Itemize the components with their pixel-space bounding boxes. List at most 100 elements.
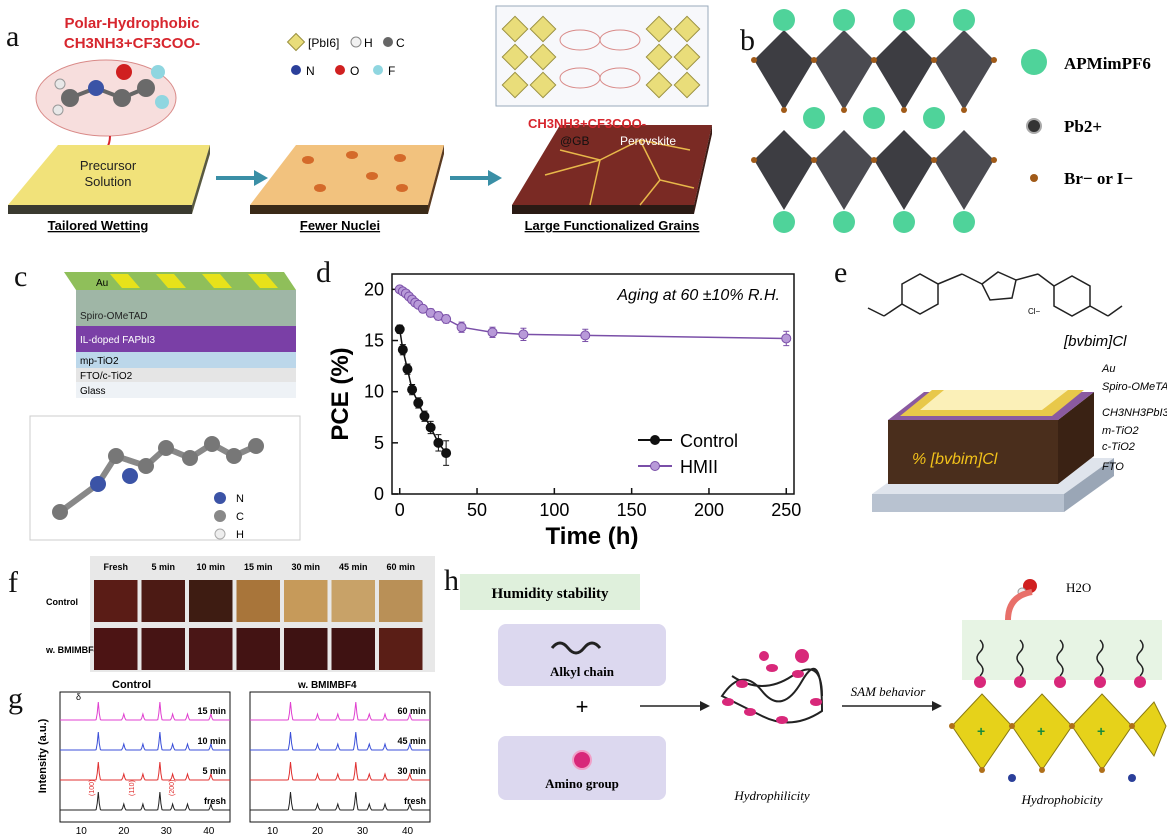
svg-text:+: + [1097, 723, 1105, 739]
degradation-photo-grid: Fresh 5 min 10 min 15 min 30 min 45 min 60 min… [45, 556, 435, 672]
legend-c: C [396, 36, 405, 50]
bvbim-structure [867, 271, 1123, 317]
perovskite-block-front [888, 420, 1058, 484]
carbon-atom [113, 89, 131, 107]
layer-au-label: Au [96, 278, 108, 289]
xrd-trace-label: 15 min [197, 706, 226, 716]
step-tailored-wetting: Tailored Wetting [48, 218, 149, 233]
xrd-x-tick: 40 [402, 826, 414, 836]
layer-ctio2-e: c-TiO2 [1102, 441, 1135, 453]
layer-spiro [76, 290, 296, 326]
column-label: 10 min [196, 562, 225, 572]
perovskite-label: Perovskite [620, 134, 676, 148]
xrd-trace [60, 791, 230, 811]
pce-aging-chart: Aging at 60 ±10% R.H. Time (h) PCE (%) 0… [327, 273, 801, 550]
row-label: w. BMIMBF4 [45, 645, 99, 655]
ionic-liquid-molecule [52, 436, 264, 520]
legend-cation-label: APMimPF6 [1064, 54, 1151, 73]
au-electrode [202, 274, 232, 288]
column-label: 45 min [339, 562, 368, 572]
legend-halide-label: Br− or I− [1064, 169, 1133, 188]
precursor-label-1: Precursor [80, 158, 137, 173]
panel-label-e: e [834, 256, 848, 289]
layer-spiro-e: Spiro-OMeTAD [1102, 381, 1167, 393]
tangled-chains [720, 649, 824, 724]
data-point-control [413, 397, 424, 408]
film-sample [379, 580, 423, 622]
x-tick-label: 250 [771, 500, 801, 520]
xrd-trace-label: 10 min [197, 736, 226, 746]
legend-h: H [364, 36, 373, 50]
au-electrode [110, 274, 140, 288]
atom-legend: [PbI6] H C N O F [286, 32, 405, 78]
film-sample [331, 628, 375, 670]
amino-group-label: Amino group [545, 776, 619, 791]
grain-boundaries [544, 139, 695, 206]
halide-atoms [751, 57, 997, 163]
molecule-box [29, 415, 301, 541]
legend-pb-label: Pb2+ [1064, 117, 1102, 136]
legend-marker [650, 435, 660, 445]
octahedra-layer-top [754, 30, 994, 110]
film-sample [236, 580, 280, 622]
data-point-hmii [518, 329, 529, 340]
sam-behavior-label: SAM behavior [851, 684, 927, 699]
xrd-trace [250, 731, 430, 751]
alkyl-chain-icon [550, 641, 602, 655]
panel-a-figure: Polar-Hydrophobic CH3NH3+CF3COO- Precurs… [8, 5, 712, 233]
xrd-x-tick: 10 [76, 826, 88, 836]
y-tick-label: 0 [374, 484, 384, 504]
peak-index: (200) [169, 780, 176, 796]
xrd-trace-label: fresh [204, 796, 226, 806]
amino-group-icon [572, 750, 592, 770]
water-label: H2O [1066, 580, 1091, 595]
humidity-title: Humidity stability [491, 586, 609, 602]
xrd-frame [59, 691, 231, 823]
xrd-frame [249, 691, 431, 823]
ion-ellipses [559, 29, 641, 89]
cation-dots [1008, 774, 1136, 782]
x-tick-label: 200 [694, 500, 724, 520]
xrd-patterns: Intensity (a.u.) Control w. BMIMBF4 10 20… [37, 679, 431, 836]
xrd-trace [60, 761, 230, 781]
panel-h: h Humidity stability Alkyl chain + Amino… [442, 556, 1167, 836]
xrd-x-tick: 20 [118, 826, 130, 836]
panel-label-f: f [8, 566, 18, 599]
x-tick-label: 0 [395, 500, 405, 520]
layer-mtio2-e: m-TiO2 [1102, 425, 1139, 437]
legend-f: F [388, 64, 395, 78]
legend-h-text: H [236, 529, 244, 541]
film-sample [331, 580, 375, 622]
film-sample [189, 628, 233, 670]
legend-c-dot [214, 510, 226, 522]
y-tick-label: 20 [364, 279, 384, 299]
au-electrode [156, 274, 186, 288]
au-electrode [248, 274, 278, 288]
layer-il-label: IL-doped FAPbI3 [80, 335, 155, 346]
legend-pbi6: [PbI6] [308, 36, 339, 50]
hydrophilicity-label: Hydrophilicity [733, 788, 810, 803]
octahedra-grid [501, 15, 701, 99]
data-point-hmii [487, 327, 498, 338]
xrd-trace-label: fresh [404, 796, 426, 806]
octahedra-layer-bottom [754, 130, 994, 210]
legend-o: O [350, 64, 359, 78]
carbon-atom [61, 89, 79, 107]
xrd-trace-label: 45 min [397, 736, 426, 746]
repel-arrow [1005, 589, 1033, 621]
xrd-x-tick: 40 [203, 826, 215, 836]
data-point-control [425, 422, 436, 433]
column-label: 60 min [386, 562, 415, 572]
gb-ion-label: CH3NH3+CF3COO- [528, 116, 646, 131]
peak-index: (110) [129, 780, 136, 796]
data-point-hmii [456, 322, 467, 333]
y-tick-label: 5 [374, 433, 384, 453]
panel-label-h: h [444, 564, 459, 597]
column-label: 30 min [291, 562, 320, 572]
legend-sphere-halide [1030, 174, 1038, 182]
chloride-label: Cl− [1028, 307, 1041, 316]
octa-centers: + + + [977, 723, 1105, 739]
film-sample [141, 580, 185, 622]
humidity-title-box [460, 574, 640, 610]
x-tick-label: 50 [467, 500, 487, 520]
